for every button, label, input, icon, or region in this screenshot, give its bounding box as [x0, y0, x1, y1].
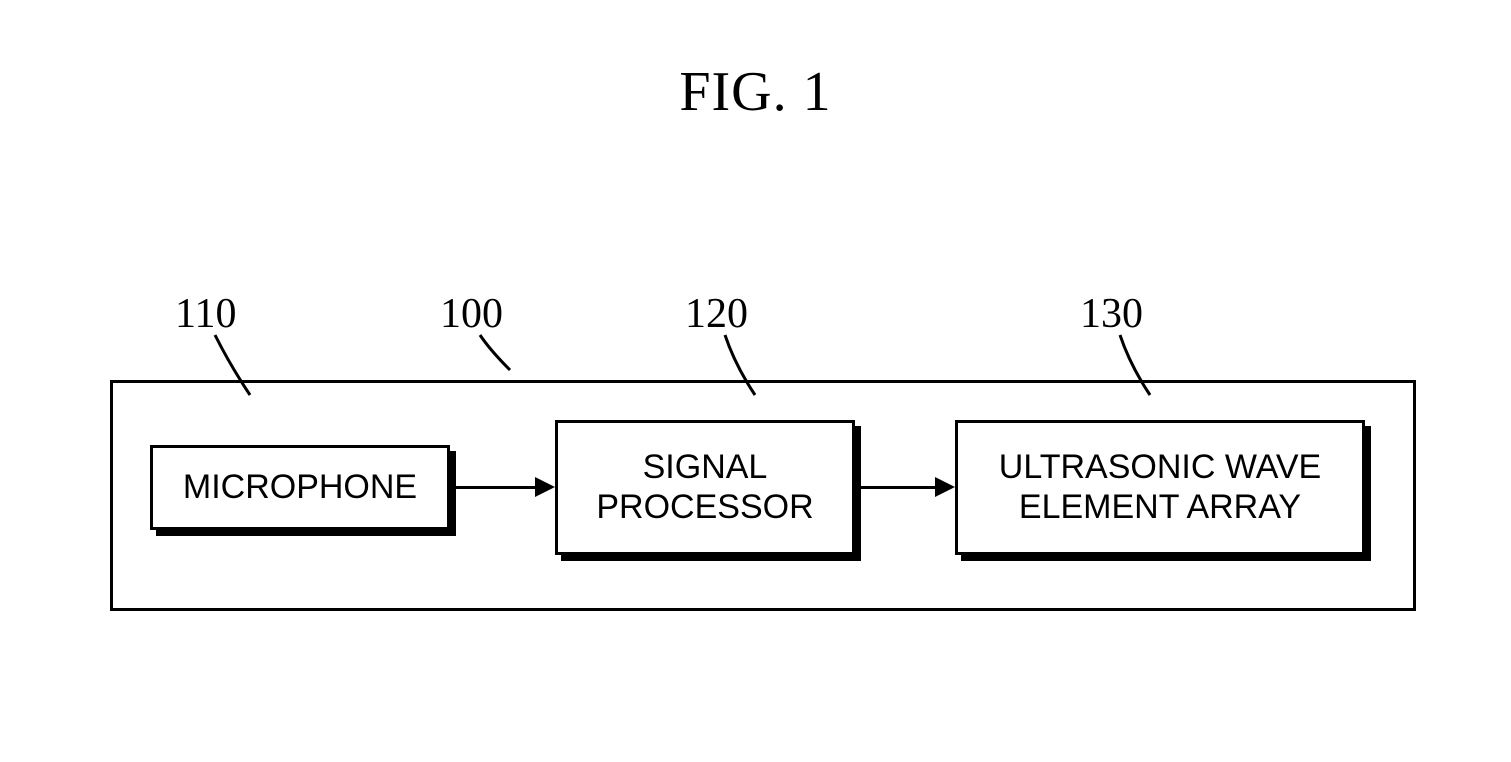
leader-line-130	[1116, 331, 1154, 399]
leader-line-100	[476, 331, 514, 374]
leader-line-120	[721, 331, 759, 399]
figure-title: FIG. 1	[0, 60, 1511, 124]
signal-processor-block: SIGNALPROCESSOR	[555, 420, 855, 555]
diagram-canvas: FIG. 1 MICROPHONE SIGNALPROCESSOR ULTRAS…	[0, 0, 1511, 762]
arrow-1-head-icon	[535, 477, 555, 497]
microphone-block: MICROPHONE	[150, 445, 450, 530]
leader-line-110	[211, 331, 254, 399]
ultrasonic-array-label: ULTRASONIC WAVEELEMENT ARRAY	[999, 448, 1321, 526]
arrow-2-head-icon	[935, 477, 955, 497]
signal-processor-label: SIGNALPROCESSOR	[596, 448, 813, 526]
arrow-1-line	[456, 486, 537, 489]
ultrasonic-array-block: ULTRASONIC WAVEELEMENT ARRAY	[955, 420, 1365, 555]
microphone-label: MICROPHONE	[183, 468, 417, 507]
arrow-2-line	[861, 486, 937, 489]
